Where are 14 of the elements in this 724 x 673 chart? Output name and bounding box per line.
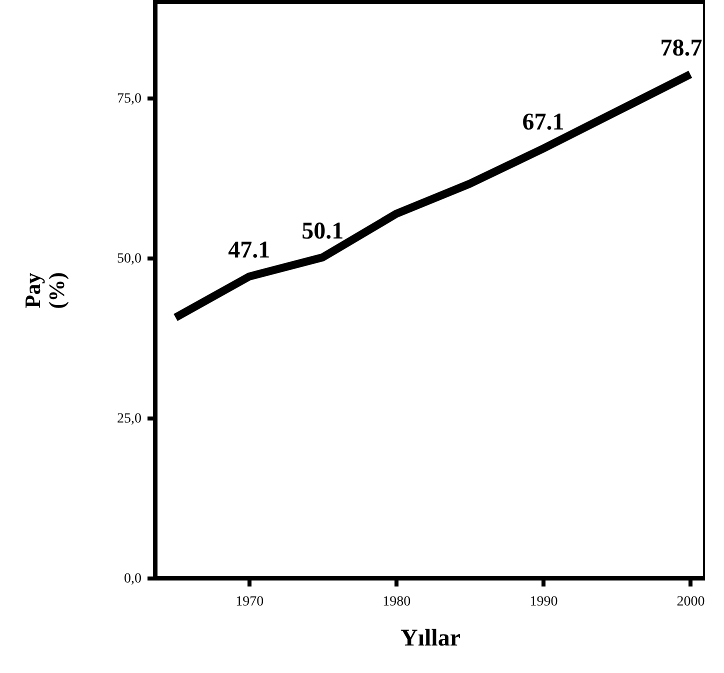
- x-tick-label: 1970: [236, 594, 264, 610]
- x-axis-title: Yıllar: [400, 626, 461, 652]
- x-tick-label: 1980: [382, 594, 411, 610]
- data-label: 50.1: [302, 218, 344, 244]
- data-label: 78.7: [660, 35, 702, 62]
- y-tick-label: 75,0: [117, 92, 142, 106]
- x-tick-label: 1990: [530, 594, 558, 610]
- y-tick-label: 50,0: [117, 252, 142, 266]
- y-tick-label: 0,0: [124, 572, 142, 586]
- x-tick-label: 2000: [676, 594, 705, 610]
- y-tick-label: 25,0: [117, 412, 142, 426]
- y-axis-title: Pay (%): [20, 272, 69, 309]
- data-label: 67.1: [522, 110, 564, 136]
- data-label: 47.1: [228, 238, 270, 264]
